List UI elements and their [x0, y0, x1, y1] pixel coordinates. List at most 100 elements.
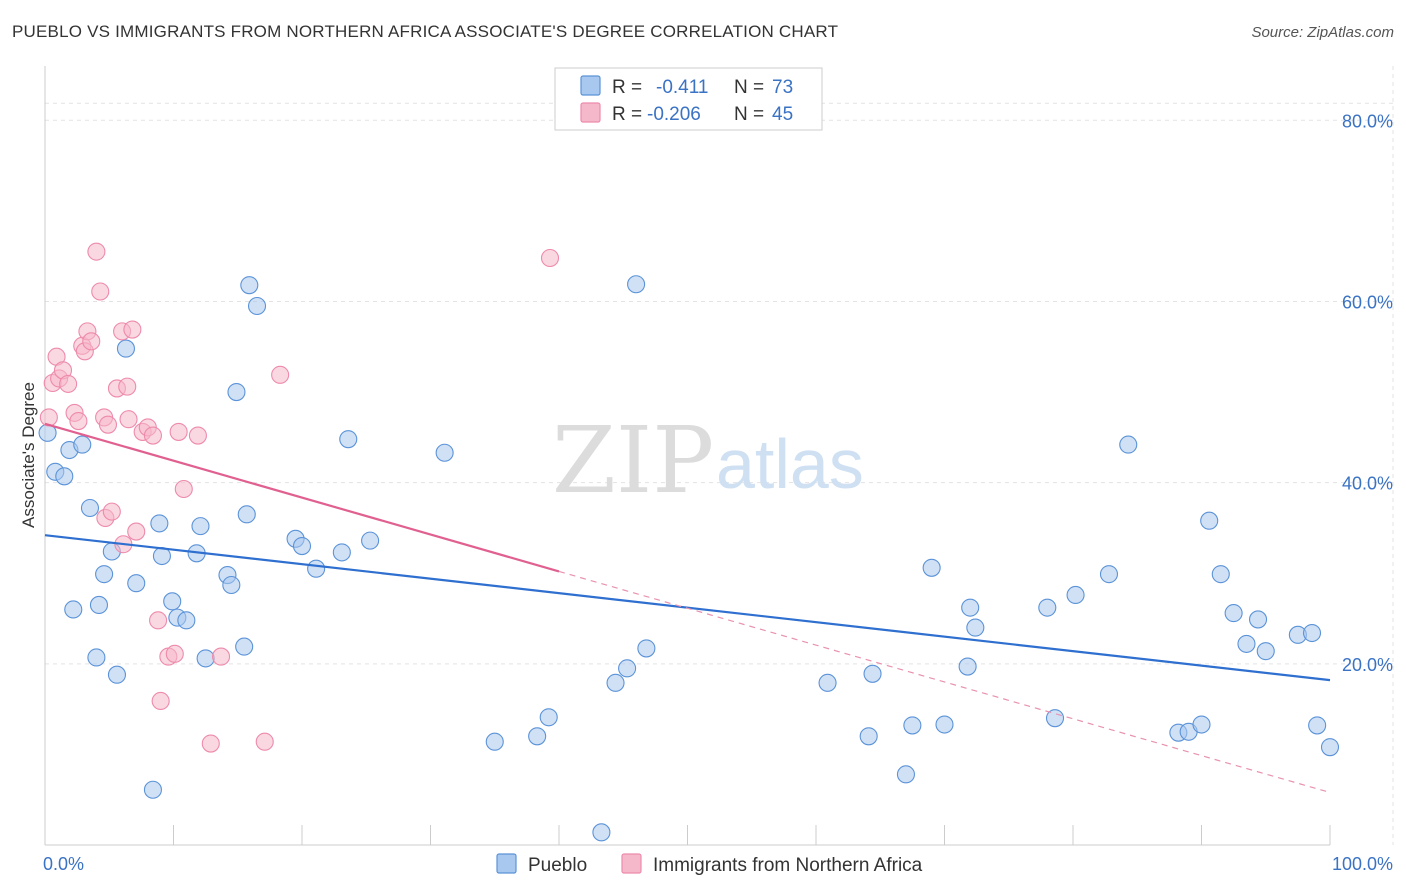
immigrants-point-37 — [255, 732, 274, 751]
pueblo-point-51 — [935, 715, 954, 734]
legend-r-label-immigrants: R = — [612, 104, 642, 125]
pueblo-point-42 — [637, 639, 656, 658]
pueblo-point-17 — [163, 592, 182, 611]
pueblo-point-57 — [1066, 585, 1085, 605]
legend-swatch-immigrants — [580, 102, 601, 123]
pueblo-point-12 — [116, 339, 136, 358]
pueblo-point-39 — [539, 708, 558, 727]
pueblo-point-35 — [361, 531, 380, 550]
immigrants-point-38 — [271, 365, 290, 384]
pueblo-point-45 — [818, 673, 837, 692]
immigrants-point-33 — [174, 479, 193, 499]
pueblo-point-4 — [64, 600, 83, 619]
pueblo-point-15 — [150, 514, 169, 533]
y-tick-label-3: 80.0% — [1342, 111, 1393, 131]
bottom-legend-label-immigrants: Immigrants from Northern Africa — [653, 855, 923, 876]
pueblo-point-66 — [1237, 634, 1256, 653]
immigrants-point-7 — [69, 411, 88, 431]
y-axis-title: Associate's Degree — [19, 382, 38, 528]
y-tick-label-0: 20.0% — [1342, 655, 1393, 675]
pueblo-point-32 — [307, 559, 326, 578]
pueblo-point-53 — [961, 598, 980, 617]
pueblo-point-71 — [1308, 716, 1327, 735]
axes — [44, 66, 1331, 846]
pueblo-point-46 — [859, 727, 878, 746]
immigrants-point-39 — [540, 248, 560, 268]
y-tick-labels: 20.0% 40.0% 60.0% 80.0% — [1342, 111, 1393, 675]
grid-lines — [45, 66, 1394, 845]
series-legend: Pueblo Immigrants from Northern Africa — [496, 853, 923, 876]
pueblo-point-11 — [107, 665, 127, 684]
legend-n-value-immigrants: 45 — [772, 104, 793, 125]
immigrants-point-34 — [188, 426, 207, 445]
pueblo-point-14 — [143, 780, 162, 799]
immigrants-point-31 — [165, 644, 184, 663]
pueblo-point-41 — [618, 659, 637, 678]
pueblo-point-13 — [127, 574, 146, 593]
y-tick-label-1: 40.0% — [1342, 474, 1393, 494]
legend-swatch-pueblo — [580, 75, 601, 96]
pueblo-point-48 — [896, 765, 916, 784]
bottom-legend-swatch-pueblo — [496, 853, 517, 874]
immigrants-point-20 — [118, 377, 137, 396]
immigrants-point-0 — [39, 408, 58, 427]
immigrants-point-23 — [123, 320, 142, 339]
correlation-legend: R = -0.411 N = 73 R = -0.206 N = 45 — [554, 67, 823, 131]
pueblo-point-19 — [177, 611, 196, 630]
immigrants-point-15 — [98, 415, 118, 434]
pueblo-point-67 — [1248, 610, 1268, 629]
pueblo-point-72 — [1320, 738, 1340, 757]
x-tick-label-0: 0.0% — [43, 854, 84, 874]
pueblo-point-28 — [240, 276, 259, 295]
pueblo-point-49 — [903, 716, 922, 735]
immigrants-point-5 — [59, 374, 78, 393]
watermark: ZIP atlas — [552, 407, 864, 514]
pueblo-point-37 — [485, 732, 504, 751]
immigrants-point-36 — [211, 647, 231, 666]
bottom-legend-swatch-immigrants — [621, 853, 642, 874]
immigrants-point-12 — [87, 242, 106, 261]
chart-title: PUEBLO VS IMMIGRANTS FROM NORTHERN AFRIC… — [12, 22, 839, 41]
bottom-legend-label-pueblo: Pueblo — [528, 855, 587, 876]
legend-n-label-pueblo: N = — [734, 77, 764, 98]
pueblo-point-62 — [1192, 715, 1211, 734]
pueblo-point-7 — [87, 648, 106, 667]
pueblo-point-36 — [435, 443, 454, 462]
pueblo-point-40 — [606, 673, 625, 692]
pueblo-point-25 — [227, 383, 246, 402]
immigrants-point-28 — [149, 611, 168, 630]
watermark-atlas: atlas — [716, 425, 864, 503]
pueblo-point-21 — [191, 517, 210, 536]
immigrants-trend-line — [44, 422, 560, 573]
pueblo-point-56 — [1045, 709, 1065, 728]
pueblo-point-44 — [627, 275, 646, 294]
immigrants-trend-extension — [558, 570, 1331, 794]
immigrants-point-17 — [102, 502, 121, 521]
pueblo-point-55 — [1038, 598, 1057, 617]
pueblo-point-5 — [73, 435, 92, 454]
immigrants-point-29 — [151, 691, 170, 711]
pueblo-point-68 — [1256, 642, 1275, 661]
pueblo-point-24 — [222, 575, 241, 595]
pueblo-point-34 — [339, 430, 358, 449]
pueblo-point-59 — [1119, 435, 1138, 454]
pueblo-point-26 — [235, 637, 254, 656]
source-credit: Source: ZipAtlas.com — [1251, 24, 1394, 41]
pueblo-point-31 — [292, 537, 312, 556]
pueblo-point-22 — [196, 649, 215, 668]
legend-r-label-pueblo: R = — [612, 77, 642, 98]
pueblo-point-29 — [247, 296, 267, 316]
pueblo-point-38 — [528, 727, 547, 746]
x-tick-labels: 0.0% 100.0% — [43, 854, 1393, 874]
pueblo-point-58 — [1099, 565, 1119, 584]
y-tick-label-2: 60.0% — [1342, 292, 1393, 312]
immigrants-point-27 — [143, 426, 162, 445]
legend-n-value-pueblo: 73 — [772, 77, 793, 98]
watermark-zip: ZIP — [552, 407, 714, 514]
pueblo-point-8 — [89, 595, 109, 614]
immigrants-point-32 — [169, 422, 188, 441]
legend-n-label-immigrants: N = — [734, 104, 764, 125]
immigrants-point-21 — [119, 410, 138, 429]
immigrants-point-35 — [201, 734, 220, 753]
